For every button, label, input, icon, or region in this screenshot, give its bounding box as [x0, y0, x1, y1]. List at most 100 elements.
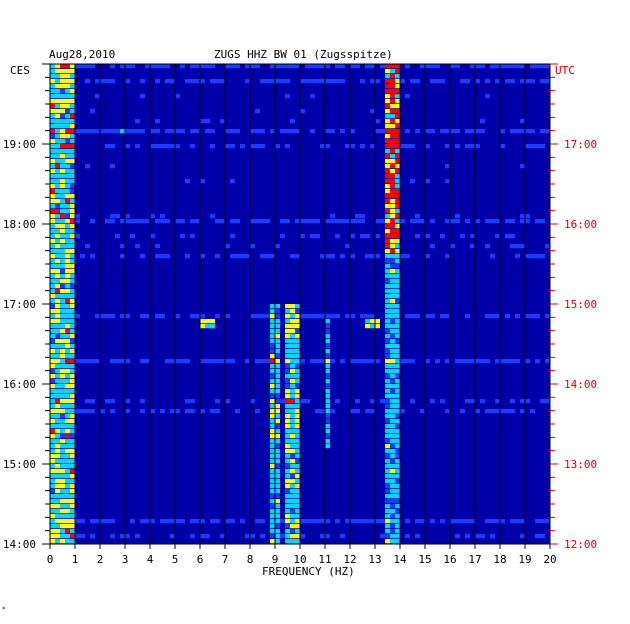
spectrogram-cell — [385, 199, 390, 204]
spectrogram-cell — [100, 519, 105, 524]
spectrogram-cell — [290, 309, 295, 314]
spectrogram-cell — [415, 234, 420, 239]
spectrogram-cell — [395, 434, 400, 439]
spectrogram-cell — [150, 234, 155, 239]
spectrogram-cell — [270, 344, 275, 349]
spectrogram-cell — [285, 359, 290, 364]
spectrogram-cell — [360, 214, 365, 219]
spectrogram-cell — [70, 269, 75, 274]
spectrogram-cell — [165, 519, 170, 524]
spectrogram-cell — [75, 64, 80, 69]
spectrogram-cell — [295, 349, 300, 354]
spectrogram-cell — [155, 79, 160, 84]
spectrogram-cell — [70, 179, 75, 184]
spectrogram-cell — [50, 419, 55, 424]
spectrogram-cell — [275, 329, 280, 334]
spectrogram-cell — [395, 494, 400, 499]
spectrogram-cell — [390, 414, 395, 419]
spectrogram-cell — [55, 144, 60, 149]
spectrogram-cell — [425, 254, 430, 259]
spectrogram-cell — [340, 534, 345, 539]
spectrogram-cell — [80, 359, 85, 364]
spectrogram-cell — [355, 409, 360, 414]
spectrogram-cell — [180, 359, 185, 364]
spectrogram-cell — [65, 449, 70, 454]
spectrogram-cell — [260, 129, 265, 134]
spectrogram-cell — [530, 144, 535, 149]
spectrogram-cell — [425, 314, 430, 319]
spectrogram-cell — [245, 359, 250, 364]
spectrogram-cell — [140, 254, 145, 259]
spectrogram-cell — [65, 174, 70, 179]
spectrogram-cell — [325, 319, 330, 324]
spectrogram-cell — [60, 269, 65, 274]
spectrogram-cell — [65, 214, 70, 219]
spectrogram-cell — [295, 364, 300, 369]
spectrogram-cell — [110, 214, 115, 219]
spectrogram-cell — [485, 359, 490, 364]
spectrogram-cell — [295, 514, 300, 519]
spectrogram-cell — [390, 164, 395, 169]
spectrogram-cell — [75, 409, 80, 414]
spectrogram-cell — [385, 399, 390, 404]
spectrogram-cell — [390, 224, 395, 229]
spectrogram-cell — [50, 319, 55, 324]
spectrogram-cell — [395, 534, 400, 539]
spectrogram-cell — [455, 219, 460, 224]
spectrogram-cell — [390, 259, 395, 264]
spectrogram-cell — [325, 434, 330, 439]
spectrogram-cell — [65, 454, 70, 459]
spectrogram-cell — [425, 129, 430, 134]
spectrogram-cell — [310, 234, 315, 239]
spectrogram-cell — [390, 204, 395, 209]
spectrogram-cell — [395, 314, 400, 319]
spectrogram-cell — [530, 254, 535, 259]
spectrogram-cell — [65, 419, 70, 424]
date-label: Aug28,2010 — [49, 48, 116, 61]
spectrogram-cell — [55, 439, 60, 444]
spectrogram-cell — [375, 254, 380, 259]
spectrogram-cell — [185, 409, 190, 414]
spectrogram-cell — [65, 524, 70, 529]
spectrogram-cell — [535, 64, 540, 69]
spectrogram-cell — [210, 409, 215, 414]
spectrogram-cell — [275, 519, 280, 524]
spectrogram-cell — [165, 219, 170, 224]
spectrogram-cell — [285, 404, 290, 409]
spectrogram-cell — [110, 409, 115, 414]
spectrogram-cell — [395, 464, 400, 469]
spectrogram-cell — [335, 519, 340, 524]
spectrogram-cell — [285, 409, 290, 414]
spectrogram-cell — [530, 79, 535, 84]
spectrogram-cell — [220, 79, 225, 84]
spectrogram-cell — [85, 399, 90, 404]
spectrogram-cell — [50, 144, 55, 149]
spectrogram-cell — [65, 144, 70, 149]
spectrogram-cell — [370, 519, 375, 524]
spectrogram-cell — [285, 389, 290, 394]
spectrogram-cell — [385, 434, 390, 439]
spectrogram-cell — [70, 64, 75, 69]
spectrogram-cell — [85, 359, 90, 364]
spectrogram-cell — [395, 344, 400, 349]
spectrogram-cell — [50, 64, 55, 69]
spectrogram-cell — [390, 89, 395, 94]
spectrogram-cell — [365, 234, 370, 239]
spectrogram-cell — [50, 109, 55, 114]
spectrogram-cell — [70, 304, 75, 309]
spectrogram-cell — [65, 499, 70, 504]
spectrogram-cell — [270, 454, 275, 459]
spectrogram-cell — [235, 254, 240, 259]
spectrogram-cell — [470, 64, 475, 69]
spectrogram-cell — [270, 334, 275, 339]
spectrogram-cell — [200, 254, 205, 259]
spectrogram-cell — [270, 509, 275, 514]
spectrogram-cell — [290, 414, 295, 419]
spectrogram-cell — [70, 409, 75, 414]
spectrogram-cell — [125, 79, 130, 84]
spectrogram-cell — [195, 314, 200, 319]
spectrogram-cell — [100, 129, 105, 134]
spectrogram-cell — [180, 129, 185, 134]
spectrogram-cell — [385, 74, 390, 79]
spectrogram-cell — [90, 219, 95, 224]
